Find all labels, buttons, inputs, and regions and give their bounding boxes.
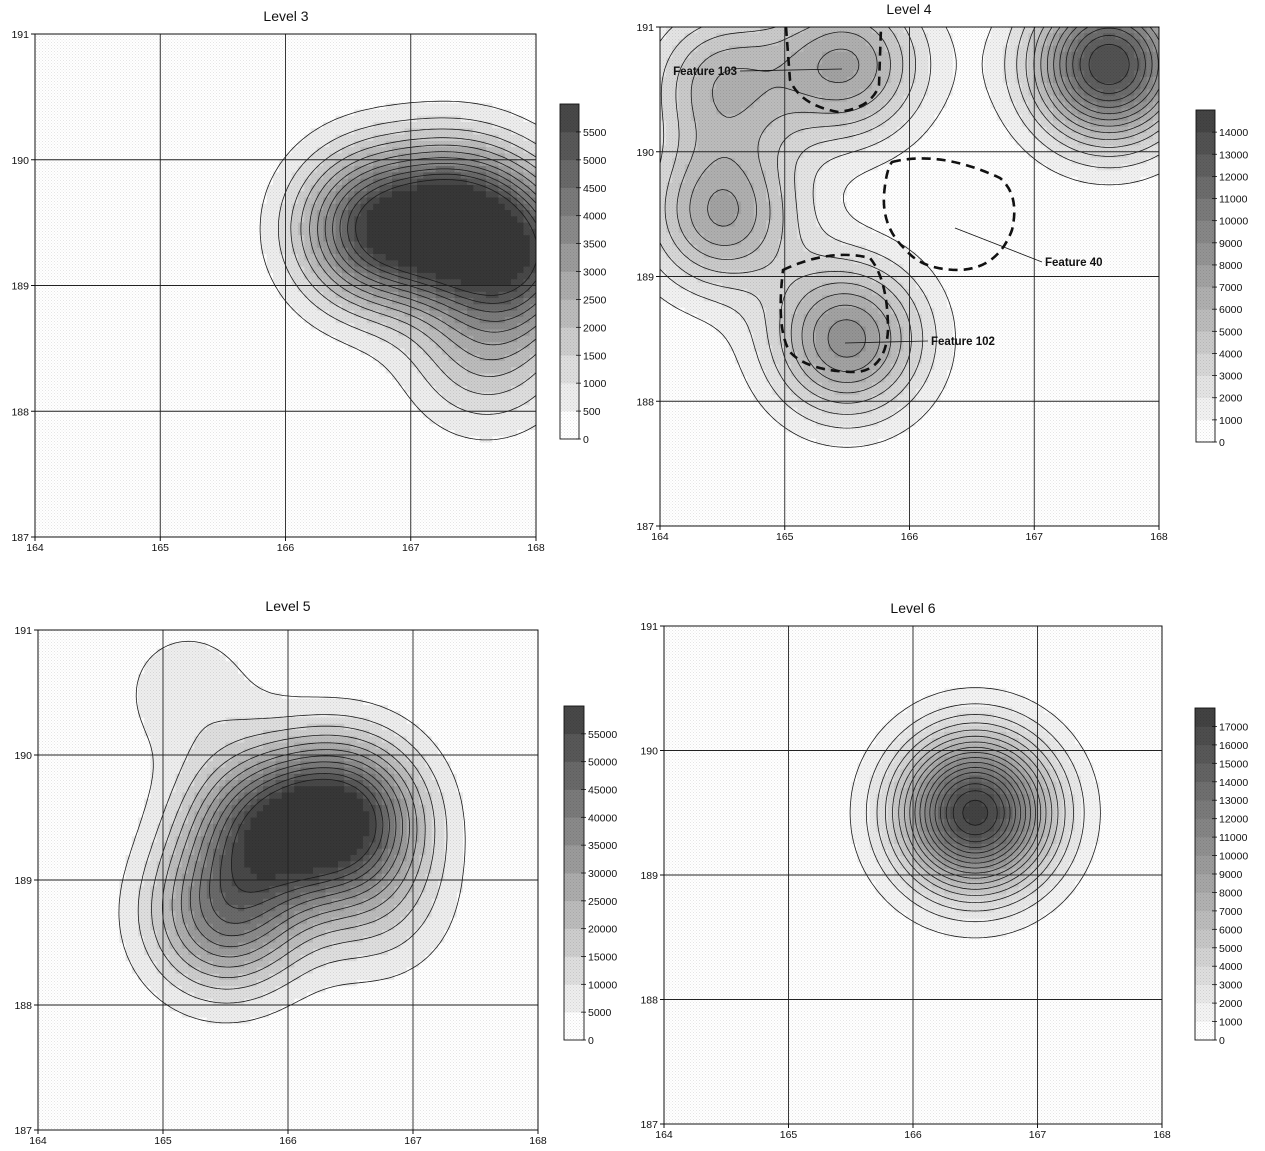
- panel-level-3: Level 3164 165 166 167 168187188189190191050…: [11, 8, 606, 554]
